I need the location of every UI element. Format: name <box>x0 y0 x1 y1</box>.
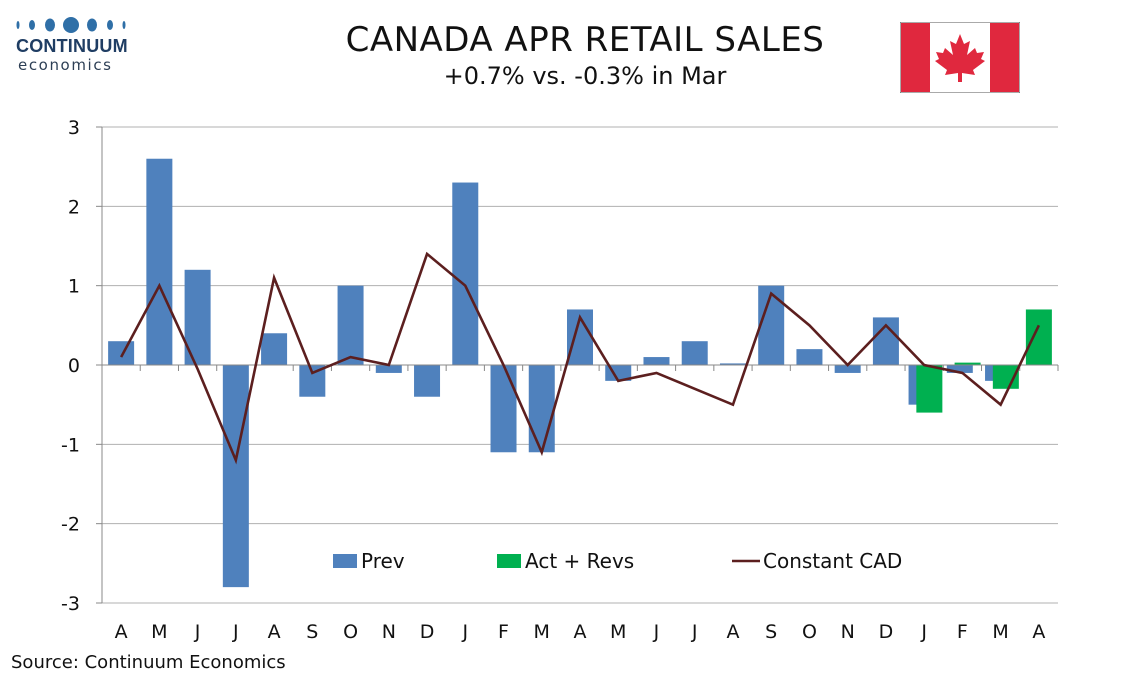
legend-label: Act + Revs <box>525 549 634 573</box>
x-tick-label: M <box>151 621 167 643</box>
x-tick-label: O <box>343 621 358 643</box>
x-tick-label: J <box>232 621 239 643</box>
bar-act-revs <box>916 365 943 413</box>
x-tick-label: D <box>879 621 894 643</box>
bar-prev <box>796 349 823 365</box>
x-tick-label: M <box>992 621 1008 643</box>
x-tick-label: A <box>574 621 587 643</box>
chart-title: CANADA APR RETAIL SALES <box>345 20 825 60</box>
y-tick-label: -2 <box>61 514 80 536</box>
bar-prev <box>719 363 746 365</box>
bar-prev <box>337 285 364 365</box>
bar-prev <box>834 365 861 373</box>
x-tick-label: A <box>115 621 128 643</box>
y-tick-label: 2 <box>68 196 80 218</box>
x-tick-label: J <box>653 621 660 643</box>
bar-prev <box>146 158 173 365</box>
canada-flag-icon <box>900 22 1020 93</box>
logo-wordmark: CONTINUUM <box>16 36 128 56</box>
y-tick-label: 1 <box>68 276 80 298</box>
bar-act-revs <box>1025 309 1052 365</box>
y-tick-label: -1 <box>61 434 80 456</box>
bar-act-revs <box>954 362 981 365</box>
x-tick-label: J <box>194 621 201 643</box>
x-tick-label: S <box>765 621 777 643</box>
y-tick-label: 0 <box>68 355 80 377</box>
x-tick-label: J <box>461 621 468 643</box>
source-note: Source: Continuum Economics <box>11 652 286 673</box>
legend-swatch <box>497 554 521 568</box>
x-tick-label: M <box>534 621 550 643</box>
y-tick-label: 3 <box>68 117 80 139</box>
bar-prev <box>261 333 288 365</box>
bar-prev <box>414 365 441 397</box>
gridlines <box>102 126 1058 604</box>
line-series <box>119 251 1041 465</box>
bar-prev <box>222 365 249 588</box>
x-tick-label: J <box>691 621 698 643</box>
x-tick-label: M <box>610 621 626 643</box>
x-tick-label: F <box>957 621 968 643</box>
bars <box>108 158 1052 588</box>
x-tick-label: O <box>802 621 817 643</box>
x-tick-label: N <box>382 621 396 643</box>
bar-prev <box>758 285 785 365</box>
legend-swatch <box>333 554 357 568</box>
bar-prev <box>528 365 555 453</box>
x-tick-label: J <box>920 621 927 643</box>
bar-prev <box>108 341 135 365</box>
x-tick-label: N <box>841 621 855 643</box>
y-tick-label: -3 <box>61 593 80 615</box>
x-tick-label: A <box>1032 621 1045 643</box>
legend-label: Constant CAD <box>763 549 902 573</box>
logo-dots-icon <box>16 17 126 33</box>
x-tick-label: F <box>498 621 509 643</box>
bar-prev <box>490 365 517 453</box>
x-tick-label: A <box>268 621 281 643</box>
chart-subtitle: +0.7% vs. -0.3% in Mar <box>443 62 727 90</box>
legend: Prev Act + Revs Constant CAD <box>333 549 902 573</box>
bar-prev <box>452 182 479 365</box>
x-tick-label: A <box>726 621 739 643</box>
company-logo: CONTINUUM economics <box>14 14 134 76</box>
legend-label: Prev <box>361 549 405 573</box>
y-tick-labels: 3 2 1 0 -1 -2 -3 <box>61 117 80 615</box>
bar-prev <box>375 365 402 373</box>
bar-prev <box>946 365 973 373</box>
bar-prev <box>643 357 670 365</box>
bar-prev <box>681 341 708 365</box>
x-tick-label: S <box>306 621 318 643</box>
x-tick-label: D <box>420 621 435 643</box>
logo-subtitle: economics <box>18 56 113 74</box>
